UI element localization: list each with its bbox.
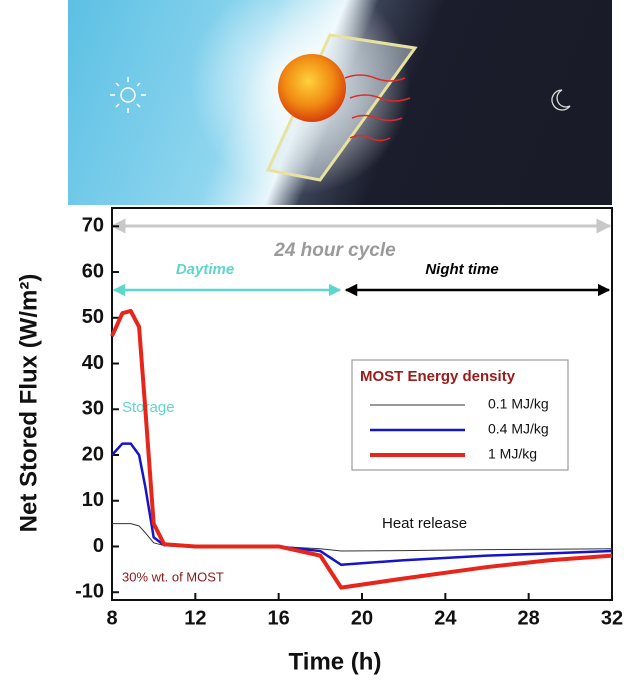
legend-label: 0.4 MJ/kg bbox=[488, 421, 549, 437]
y-tick-label: 30 bbox=[82, 398, 104, 420]
panel bbox=[265, 33, 418, 182]
heat-release-label: Heat release bbox=[382, 515, 467, 532]
x-tick-label: 8 bbox=[106, 607, 117, 629]
daytime-label: Daytime bbox=[176, 261, 234, 278]
series-line bbox=[110, 308, 613, 590]
x-axis-title: Time (h) bbox=[289, 648, 382, 675]
y-tick-label: 50 bbox=[82, 306, 104, 328]
moon-icon bbox=[551, 89, 571, 111]
nighttime-label: Night time bbox=[425, 261, 498, 278]
heat-arrows bbox=[344, 74, 411, 142]
y-tick-label: -10 bbox=[75, 581, 104, 603]
y-tick-label: 70 bbox=[82, 215, 104, 237]
x-tick-label: 32 bbox=[601, 607, 623, 629]
y-tick-label: 10 bbox=[82, 489, 104, 511]
storage-label: Storage bbox=[122, 399, 175, 416]
plot: 24 hour cycle Daytime Night time Storage… bbox=[15, 207, 623, 675]
illustration bbox=[68, 0, 612, 205]
x-tick-label: 20 bbox=[351, 607, 373, 629]
y-tick-label: 40 bbox=[82, 352, 104, 374]
x-tick-label: 24 bbox=[434, 607, 457, 629]
y-axis-title: Net Stored Flux (W/m²) bbox=[15, 274, 42, 533]
x-tick-label: 12 bbox=[184, 607, 206, 629]
sun bbox=[278, 54, 346, 122]
x-tick-label: 28 bbox=[518, 607, 540, 629]
legend-title: MOST Energy density bbox=[360, 368, 516, 385]
y-tick-label: 0 bbox=[93, 535, 104, 557]
legend-label: 1 MJ/kg bbox=[488, 446, 537, 462]
y-tick-label: 60 bbox=[82, 260, 104, 282]
sun-icon bbox=[110, 77, 146, 113]
legend-label: 0.1 MJ/kg bbox=[488, 396, 549, 412]
legend-box bbox=[351, 359, 569, 471]
composition-label: 30% wt. of MOST bbox=[122, 569, 224, 584]
x-tick-label: 16 bbox=[268, 607, 290, 629]
cycle-label: 24 hour cycle bbox=[273, 240, 396, 261]
y-tick-label: 20 bbox=[82, 443, 104, 465]
